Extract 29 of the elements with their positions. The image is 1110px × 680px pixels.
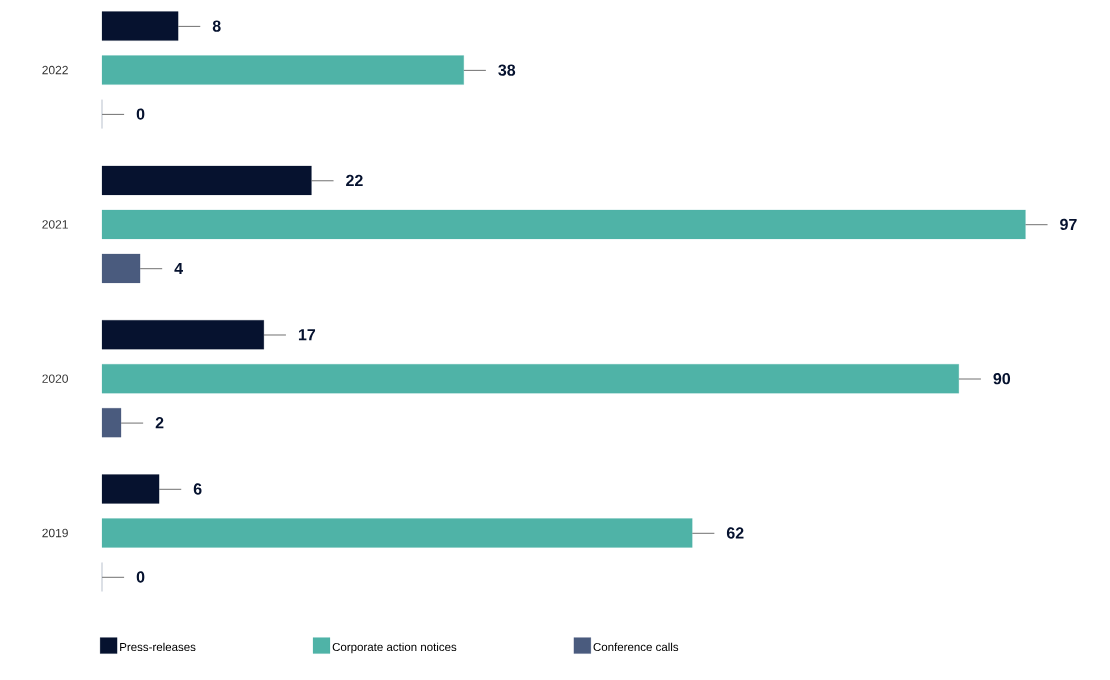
- data-label: 6: [193, 483, 202, 495]
- bar: [101, 253, 141, 283]
- bar: [101, 474, 160, 504]
- y-tick-label: 2020: [42, 374, 68, 383]
- data-label: 0: [136, 108, 145, 120]
- bar: [101, 165, 312, 195]
- data-label: 90: [993, 373, 1011, 385]
- data-label: 22: [346, 174, 363, 186]
- data-label: 97: [1060, 218, 1077, 231]
- bar: [101, 320, 264, 350]
- bar: [101, 11, 179, 41]
- y-tick-label: 2021: [42, 220, 68, 229]
- legend-label: Conference calls: [593, 642, 679, 652]
- data-label: 2: [155, 417, 164, 429]
- data-label: 62: [726, 527, 744, 539]
- data-label: 8: [212, 20, 221, 32]
- y-tick-label: 2022: [42, 65, 68, 75]
- bar: [101, 55, 464, 85]
- y-tick-label: 2019: [42, 528, 68, 538]
- legend-label: Press-releases: [120, 642, 196, 652]
- data-label: 17: [298, 329, 316, 341]
- legend-label: Corporate action notices: [332, 642, 457, 654]
- data-label: 0: [136, 571, 145, 583]
- data-label: 38: [498, 64, 516, 76]
- bar: [101, 209, 1026, 239]
- bar: [101, 364, 959, 394]
- bar: [101, 408, 122, 438]
- bar: [101, 518, 693, 548]
- data-label: 4: [174, 262, 183, 274]
